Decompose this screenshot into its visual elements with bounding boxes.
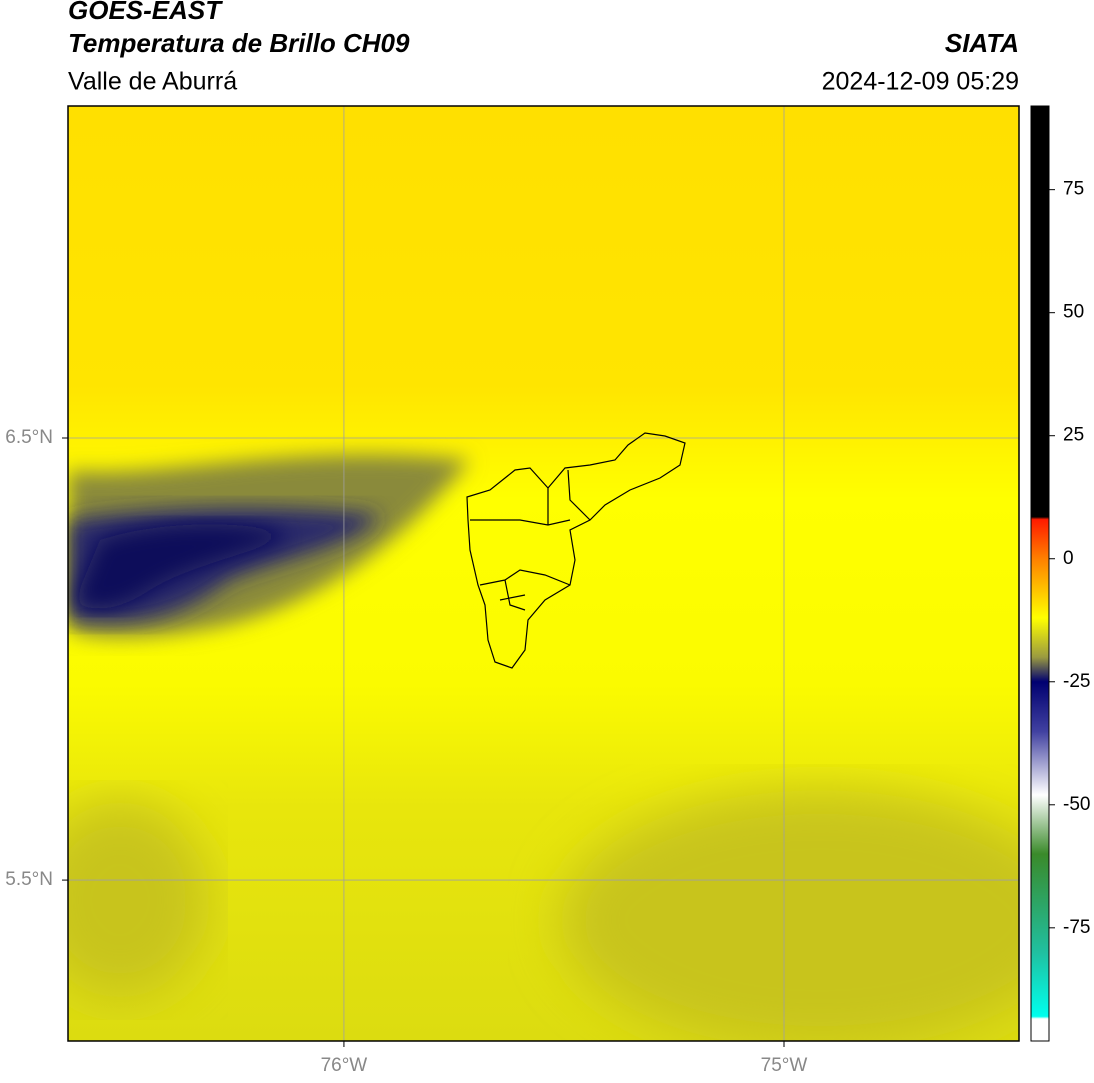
map-frame: [67, 105, 1020, 1042]
warm-region: [68, 800, 210, 1000]
warm-region: [560, 790, 1019, 1041]
colorbar: [1030, 105, 1050, 1042]
colorbar-tick-label: -25: [1063, 671, 1090, 692]
source: SIATA: [945, 28, 1019, 58]
map-area: [68, 106, 1019, 1041]
x-tick-label: 76°W: [321, 1055, 368, 1076]
y-tick-label: 6.5°N: [5, 427, 53, 448]
colorbar-tick-label: 75: [1063, 179, 1084, 200]
datetime: 2024-12-09 05:29: [822, 68, 1019, 96]
colorbar-tick-label: 50: [1063, 302, 1084, 323]
colorbar-tick-label: -75: [1063, 917, 1090, 938]
colorbar-tick-label: 25: [1063, 425, 1084, 446]
colorbar-tick-label: -50: [1063, 794, 1090, 815]
y-tick-label: 5.5°N: [5, 869, 53, 890]
grid: [68, 106, 1019, 1041]
title: GOES-EAST: [68, 0, 223, 25]
cloud-core: [75, 524, 290, 609]
region: Valle de Aburrá: [68, 68, 237, 96]
x-tick-label: 75°W: [761, 1055, 808, 1076]
municipality-borders: [466, 432, 686, 669]
colorbar-tick-label: 0: [1063, 548, 1074, 569]
subtitle: Temperatura de Brillo CH09: [68, 28, 410, 58]
